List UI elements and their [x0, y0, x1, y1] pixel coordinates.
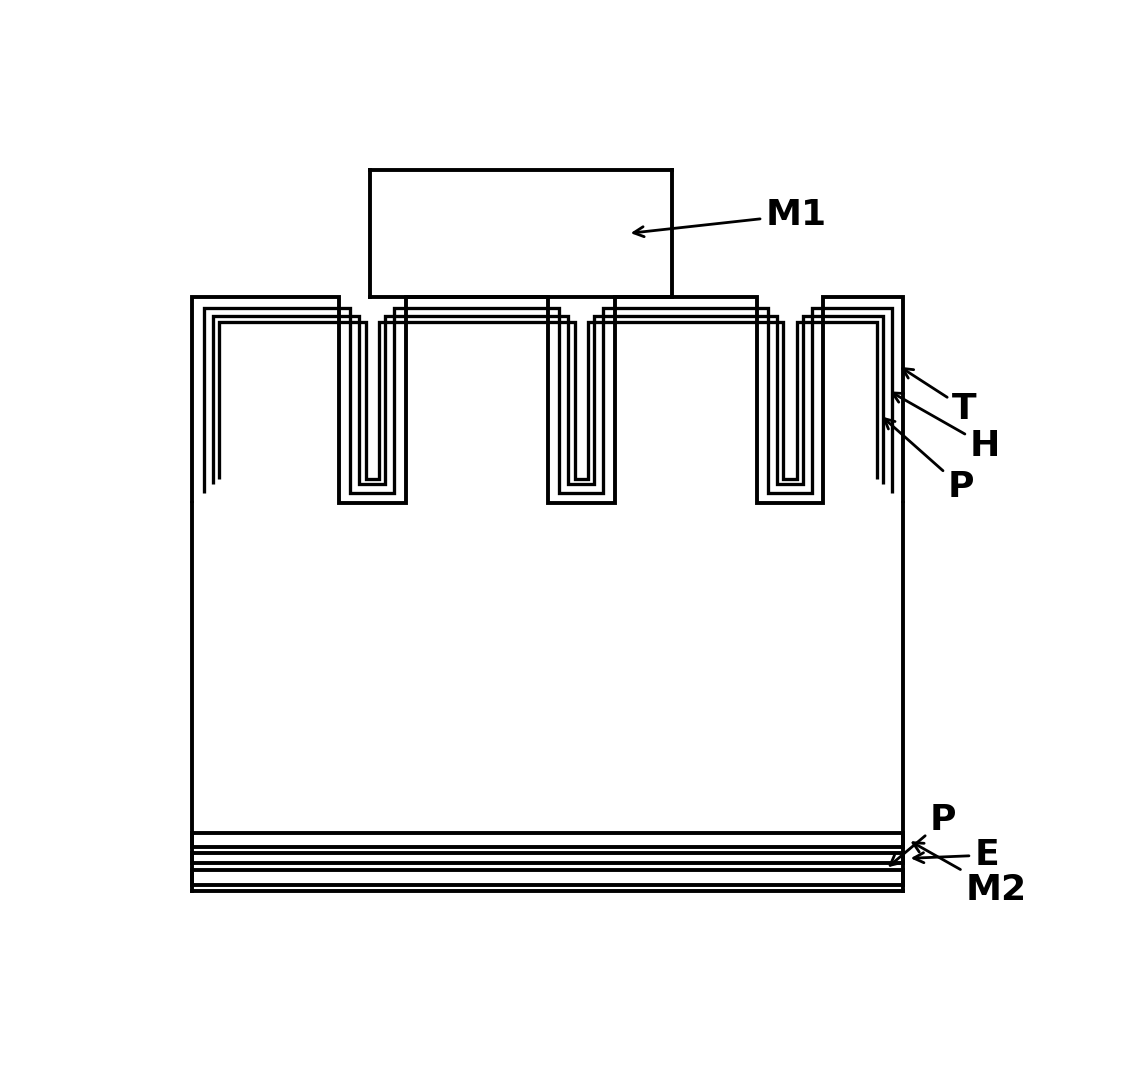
Text: P: P	[890, 804, 957, 866]
Text: M1: M1	[633, 198, 827, 236]
Text: H: H	[892, 393, 1000, 462]
Text: E: E	[914, 838, 999, 872]
Text: M2: M2	[913, 843, 1027, 906]
Text: P: P	[884, 418, 974, 504]
Text: T: T	[903, 368, 977, 426]
